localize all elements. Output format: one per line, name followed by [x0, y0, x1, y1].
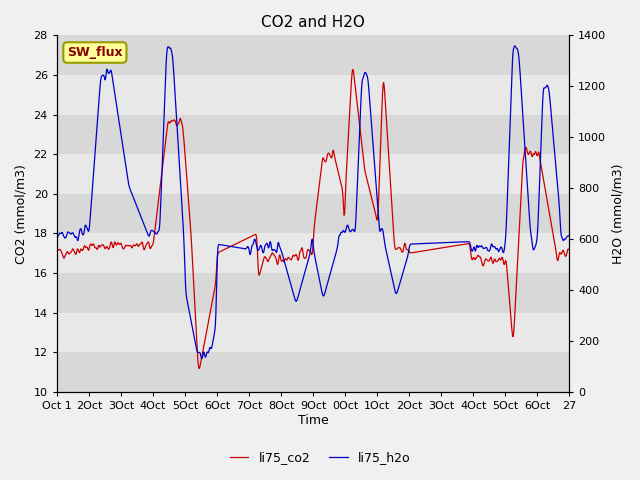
li75_h2o	[511, 43, 519, 48]
Bar	[57, 194, 570, 233]
Bar	[57, 352, 570, 392]
li75_co2	[454, 242, 461, 248]
Bar	[57, 36, 570, 75]
Y-axis label: CO2 (mmol/m3): CO2 (mmol/m3)	[15, 164, 28, 264]
li75_co2	[463, 241, 470, 247]
Bar	[57, 312, 570, 352]
Y-axis label: H2O (mmol/m3): H2O (mmol/m3)	[612, 163, 625, 264]
li75_co2	[195, 366, 203, 372]
li75_h2o	[106, 71, 113, 76]
li75_h2o	[462, 239, 470, 245]
Bar	[57, 115, 570, 154]
Title: CO2 and H2O: CO2 and H2O	[261, 15, 365, 30]
Legend: li75_co2, li75_h2o: li75_co2, li75_h2o	[225, 446, 415, 469]
li75_h2o	[453, 239, 461, 245]
li75_co2	[566, 247, 573, 253]
Bar	[57, 154, 570, 194]
li75_co2	[106, 246, 113, 252]
li75_h2o	[279, 254, 287, 260]
li75_co2	[406, 250, 413, 255]
X-axis label: Time: Time	[298, 414, 328, 427]
li75_co2	[260, 254, 268, 260]
Text: SW_flux: SW_flux	[67, 46, 123, 59]
li75_h2o	[260, 245, 268, 251]
li75_h2o	[566, 232, 573, 238]
Line: li75_co2: li75_co2	[57, 70, 570, 369]
li75_h2o	[198, 356, 206, 361]
li75_co2	[53, 248, 61, 254]
li75_co2	[349, 67, 356, 72]
li75_co2	[279, 258, 287, 264]
li75_h2o	[405, 245, 413, 251]
Bar	[57, 273, 570, 312]
Bar	[57, 233, 570, 273]
Bar	[57, 75, 570, 115]
Line: li75_h2o: li75_h2o	[57, 46, 570, 359]
li75_h2o	[53, 235, 61, 241]
